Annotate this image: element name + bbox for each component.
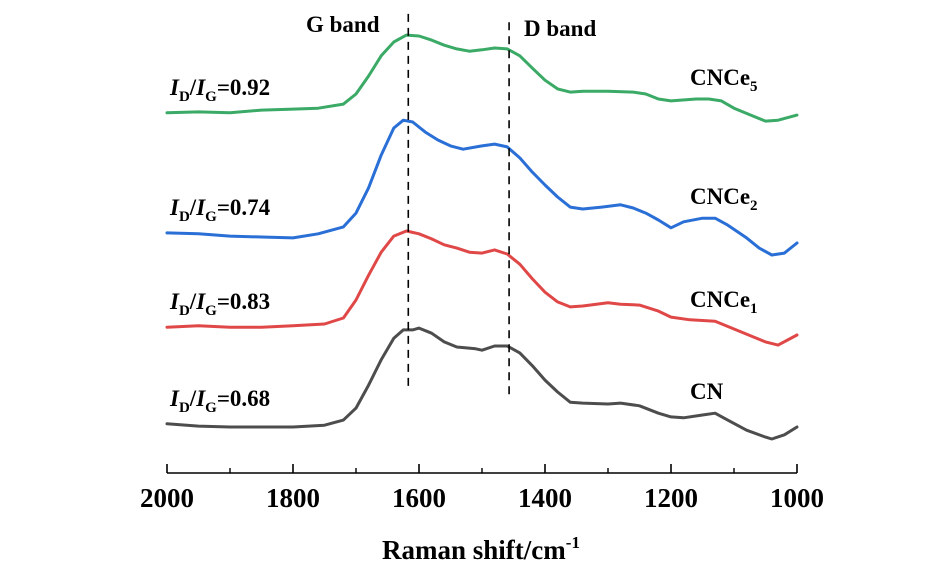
x-axis-title: Raman shift/cm-1	[382, 533, 580, 565]
x-axis: 2000 1800 1600 1400 1200 1000	[140, 464, 824, 513]
series-label-cn: CN	[690, 379, 724, 404]
reference-lines	[407, 13, 510, 399]
x-tick-label: 1600	[392, 483, 446, 513]
ratio-label-cn: ID/IG=0.68	[169, 386, 270, 416]
series-label-cnce5: CNCe5	[690, 65, 758, 95]
series-line-cnce5	[165, 33, 799, 123]
series-label-cnce1: CNCe1	[690, 287, 758, 317]
x-tick-label: 2000	[140, 483, 194, 513]
d-band-annotation: D band	[524, 16, 596, 41]
series-line-cnce1	[165, 229, 799, 347]
labels: G band D band Raman shift/cm-1 CN ID/IG=0…	[169, 12, 758, 565]
g-band-annotation: G band	[306, 12, 380, 37]
x-tick-label: 1800	[266, 483, 320, 513]
x-axis-title-superscript: -1	[566, 533, 580, 552]
ratio-label-cnce2: ID/IG=0.74	[169, 195, 271, 225]
series-line-cn	[165, 326, 799, 441]
x-tick-label: 1000	[770, 483, 824, 513]
ratio-label-cnce1: ID/IG=0.83	[169, 289, 270, 319]
x-tick-label: 1200	[644, 483, 698, 513]
series-layer	[165, 33, 799, 441]
x-tick-label: 1400	[518, 483, 572, 513]
series-label-cnce2: CNCe2	[690, 184, 758, 214]
ratio-label-cnce5: ID/IG=0.92	[169, 75, 270, 105]
x-axis-title-text: Raman shift/cm	[382, 535, 566, 565]
series-line-cnce2	[165, 118, 799, 257]
